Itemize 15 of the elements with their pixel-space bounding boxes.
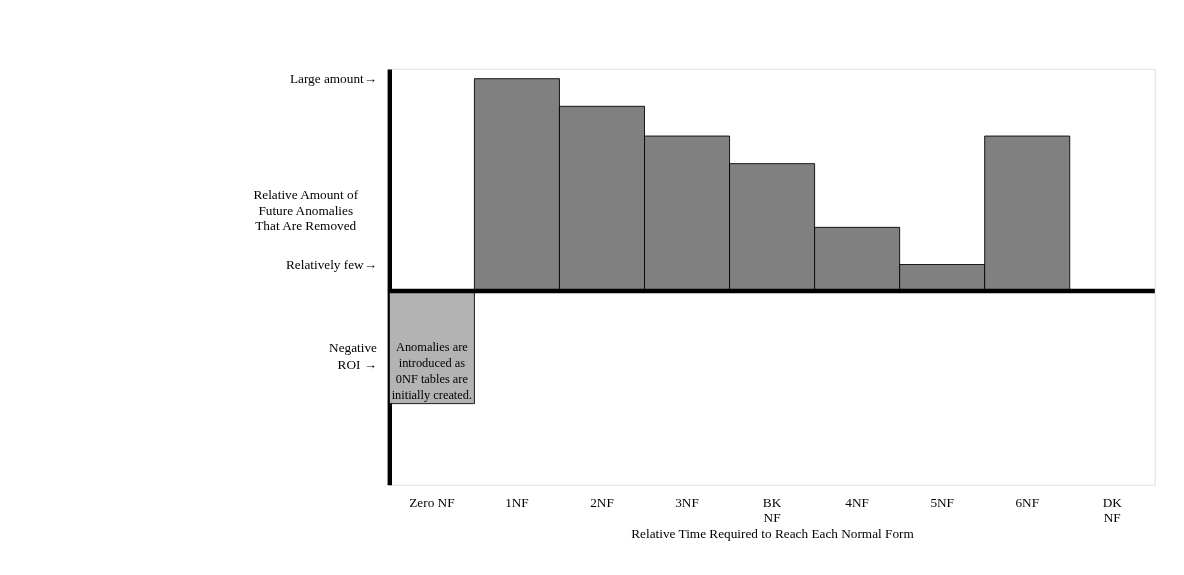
x-tick-label: 5NF [930, 494, 954, 510]
text: Large amount→ [289, 71, 377, 87]
x-tick-label: Zero NF [409, 494, 455, 510]
x-tick-label: 4NF [845, 494, 869, 510]
y-axis-title: Relative Amount of Future Anomalies That Are Removed [253, 187, 359, 233]
x-tick-label: 3NF [675, 494, 699, 510]
text: Relatively few→ [285, 256, 377, 272]
x-tick-label: 6NF [1015, 494, 1040, 510]
x-tick-label: 2NF [590, 494, 614, 510]
x-axis-title: Relative Time Required to Reach Each Normal Form [631, 526, 915, 542]
x-tick-label: BK NF [762, 494, 782, 525]
text: Negative ROI → [329, 339, 378, 372]
x-tick-label: DK NF [1102, 494, 1123, 525]
x-tick-label: 1NF [505, 494, 529, 510]
annotation: Anomalies are introduced as 0NF tables are initially created. [391, 339, 473, 402]
